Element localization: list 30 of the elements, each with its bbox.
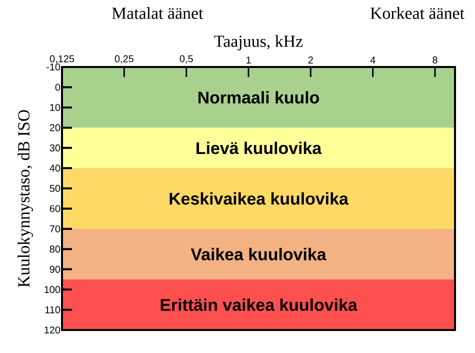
y-tick-label: -10 [46, 63, 60, 71]
y-tick-label: 10 [50, 104, 60, 111]
y-tick-label: 70 [50, 225, 60, 232]
y-tick-label: 20 [50, 124, 60, 132]
y-tick-label: 110 [45, 306, 60, 314]
x-tick-label: 8 [432, 56, 438, 64]
text: Matalat äänet [112, 7, 204, 19]
x-tick-label: 4 [370, 56, 376, 64]
y-tick-label: 40 [50, 164, 60, 172]
x-tick-label: 0,5 [180, 55, 193, 64]
y-axis-title: Kuulokynnystaso, dB ISO [18, 110, 34, 288]
band-label: Lievä kuulovika [196, 142, 322, 154]
band-label: Normaali kuulo [198, 91, 320, 104]
x-tick-label: 0,125 [50, 55, 74, 64]
x-tick-label: 2 [308, 56, 313, 64]
y-tick-label: 100 [44, 286, 60, 294]
y-tick-label: 80 [50, 246, 60, 253]
y-tick-label: 120 [44, 326, 60, 334]
y-tick-label: 90 [50, 266, 60, 273]
x-axis-title: Taajuus, kHz [214, 35, 303, 50]
text: Korkeat äänet [370, 7, 464, 19]
band-label: Keskivaikea kuulovika [170, 192, 348, 205]
x-tick-label: 0,25 [114, 55, 134, 64]
y-tick-label: 60 [50, 205, 60, 212]
y-tick-label: 50 [50, 184, 60, 192]
y-tick-label: 0 [55, 84, 60, 91]
x-tick-label: 1 [246, 56, 251, 64]
y-tick-label: 30 [50, 144, 60, 152]
band-label: Erittäin vaikea kuulovika [160, 298, 358, 311]
band-label: Vaikea kuulovika [190, 248, 326, 260]
